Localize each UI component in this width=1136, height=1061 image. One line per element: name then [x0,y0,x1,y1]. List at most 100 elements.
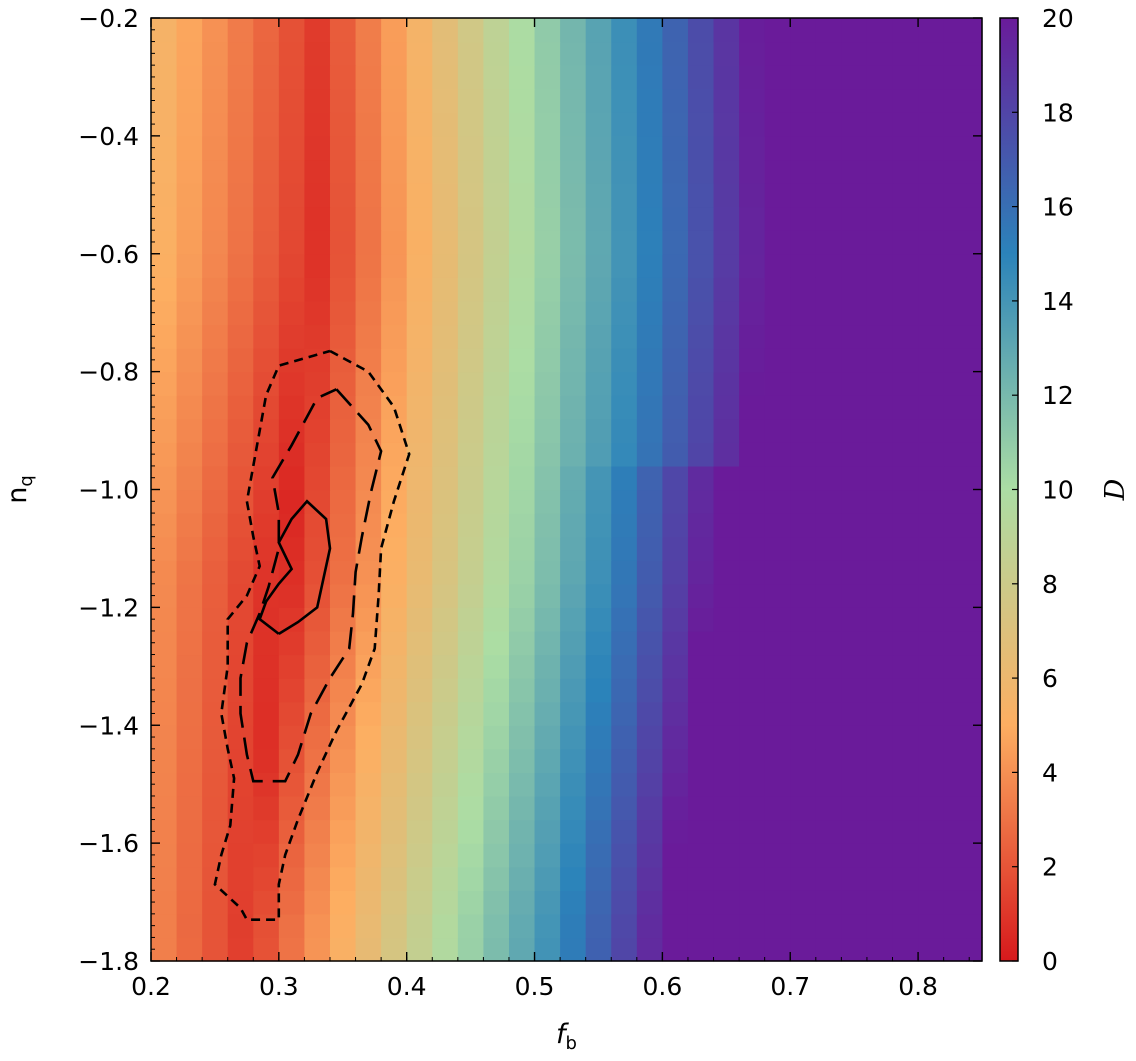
heatmap-cell [918,41,945,66]
heatmap-cell [687,371,715,396]
heatmap-cell [176,348,203,373]
heatmap-cell [253,513,280,538]
heatmap-cell [892,772,919,797]
heatmap-cell [483,324,510,349]
heatmap-cell [457,772,484,797]
heatmap-cell [966,418,983,443]
heatmap-cell [457,465,484,491]
heatmap-cell [227,725,254,750]
heatmap-cell [687,18,715,43]
heatmap-cell [483,607,510,632]
heatmap-cell [534,536,561,561]
heatmap-cell [560,607,587,632]
heatmap-cell [943,230,967,255]
contour-1-sigma [258,499,332,636]
heatmap-cell [713,583,740,608]
heatmap-cell [304,442,331,467]
heatmap-cell [483,371,510,396]
heatmap-cell [304,772,331,797]
heatmap-cell [560,41,587,66]
heatmap-cell [841,678,868,703]
heatmap-cell [739,489,766,514]
heatmap-cell [534,65,561,90]
heatmap-cell [202,183,229,208]
heatmap-cell [227,277,254,302]
heatmap-cell [406,748,433,773]
y-tick-label: −0.8 [78,358,139,387]
heatmap-cell [790,395,817,420]
heatmap-cell [329,772,357,797]
heatmap-cell [918,65,945,90]
heatmap-cell [966,678,983,703]
heatmap-cell [815,253,842,278]
heatmap-cell [457,230,484,255]
heatmap-cell [892,183,919,208]
heatmap-cell [534,88,561,113]
heatmap-cell [508,630,536,656]
contour-3-sigma [213,349,411,921]
heatmap-cell [611,819,638,844]
heatmap-cell [611,418,638,443]
heatmap-cell [534,654,561,679]
heatmap-cell [227,937,254,962]
heatmap-cell [713,819,740,844]
heatmap-cell [892,277,919,302]
heatmap-cell [304,88,331,113]
heatmap-cell [585,418,612,443]
heatmap-cell [662,701,689,726]
heatmap-cell [966,843,983,868]
heatmap-cell [636,135,663,161]
heatmap-cell [508,583,536,608]
heatmap-cell [406,88,433,113]
heatmap-cell [151,913,178,939]
heatmap-cell [508,866,536,891]
heatmap-cell [406,159,433,184]
heatmap-cell [176,442,203,467]
heatmap-cell [687,583,715,608]
heatmap-cell [329,795,357,821]
heatmap-cell [815,937,842,962]
heatmap-cell [918,937,945,962]
heatmap-cell [406,890,433,915]
heatmap-cell [304,230,331,255]
heatmap-cell [457,395,484,420]
heatmap-cell [253,348,280,373]
heatmap-cell [227,206,254,231]
heatmap-cell [560,937,587,962]
heatmap-cell [483,843,510,868]
heatmap-cell [790,230,817,255]
heatmap-cell [636,890,663,915]
heatmap-cell [560,18,587,43]
heatmap-cell [381,300,408,326]
heatmap-cell [636,88,663,113]
heatmap-cell [662,159,689,184]
heatmap-cell [508,536,536,561]
heatmap-cell [483,206,510,231]
heatmap-cell [432,583,459,608]
heatmap-cell [790,748,817,773]
heatmap-cell [406,819,433,844]
heatmap-cell [918,348,945,373]
heatmap-cell [457,18,484,43]
heatmap-cell [892,489,919,514]
heatmap-cell [355,913,382,939]
heatmap-cell [304,630,331,656]
heatmap-cell [866,324,894,349]
heatmap-cell [355,866,382,891]
heatmap-cell [943,654,967,679]
heatmap-cell [508,513,536,538]
heatmap-cell [866,701,894,726]
heatmap-cell [739,300,766,326]
heatmap-cell [560,913,587,939]
heatmap-cell [355,937,382,962]
heatmap-cell [151,465,178,491]
heatmap-cell [278,937,306,962]
heatmap-cell [739,913,766,939]
heatmap-cell [329,183,357,208]
heatmap-cell [764,890,791,915]
heatmap-cell [176,890,203,915]
heatmap-cell [841,701,868,726]
heatmap-cell [585,183,612,208]
heatmap-cell [508,725,536,750]
heatmap-cell [687,819,715,844]
